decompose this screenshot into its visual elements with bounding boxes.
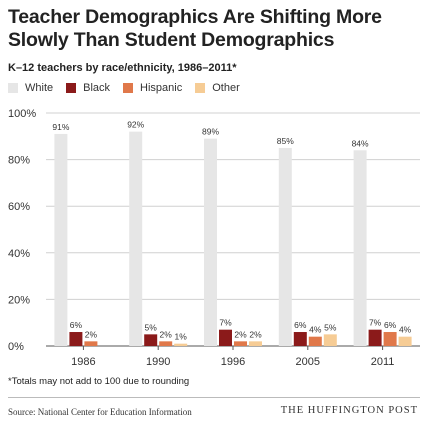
data-label: 5% xyxy=(324,322,337,332)
bar-black xyxy=(69,332,83,346)
bar-hispanic xyxy=(159,341,173,346)
bar-other xyxy=(323,334,337,346)
data-label: 92% xyxy=(127,120,144,130)
bar-white xyxy=(353,150,367,346)
bar-hispanic xyxy=(84,341,98,346)
bar-hispanic xyxy=(383,332,397,346)
x-tick-label: 2011 xyxy=(371,356,395,368)
y-tick-label: 80% xyxy=(8,155,30,167)
data-label: 7% xyxy=(369,318,382,328)
y-tick-label: 20% xyxy=(8,294,30,306)
data-label: 4% xyxy=(399,325,412,335)
footnote: *Totals may not add to 100 due to roundi… xyxy=(8,376,190,387)
bar-white xyxy=(129,131,143,346)
y-tick-label: 60% xyxy=(8,201,30,213)
data-label: 84% xyxy=(352,138,369,148)
y-tick-label: 100% xyxy=(8,108,36,120)
data-label: 91% xyxy=(52,122,69,132)
bar-white xyxy=(204,138,217,346)
legend-swatch-black xyxy=(66,83,77,93)
data-label: 6% xyxy=(294,320,307,330)
bar-other xyxy=(249,341,262,346)
x-tick-label: 1990 xyxy=(146,356,170,368)
legend-item-white: White xyxy=(8,82,53,94)
legend-label-hispanic: Hispanic xyxy=(140,82,183,94)
legend-label-white: White xyxy=(25,82,54,94)
data-label: 89% xyxy=(202,127,219,137)
x-tick-label: 2005 xyxy=(296,356,320,368)
legend-item-black: Black xyxy=(66,82,110,94)
data-label: 5% xyxy=(145,322,158,332)
data-label: 2% xyxy=(249,329,262,339)
x-tick-label: 1986 xyxy=(71,356,95,368)
data-label: 2% xyxy=(160,329,173,339)
bar-black xyxy=(368,329,382,346)
legend-item-hispanic: Hispanic xyxy=(123,82,182,94)
data-label: 1% xyxy=(175,332,188,342)
y-tick-label: 0% xyxy=(8,341,24,353)
legend-swatch-white xyxy=(8,83,18,93)
bar-hispanic xyxy=(308,336,322,346)
data-label: 2% xyxy=(85,329,98,339)
chart-subtitle: K–12 teachers by race/ethnicity, 1986–20… xyxy=(8,62,237,74)
bar-hispanic xyxy=(234,341,247,346)
data-label: 7% xyxy=(219,318,232,328)
bar-white xyxy=(278,147,292,346)
bar-other xyxy=(398,336,412,346)
data-label: 6% xyxy=(384,320,397,330)
chart-title: Teacher Demographics Are Shifting More S… xyxy=(8,6,382,51)
divider xyxy=(8,397,420,398)
bar-other xyxy=(174,343,188,346)
legend-item-other: Other xyxy=(195,82,240,94)
source-note: Source: National Center for Education In… xyxy=(8,407,192,417)
bar-black xyxy=(293,332,307,346)
data-label: 6% xyxy=(70,320,83,330)
legend-swatch-other xyxy=(195,83,206,93)
legend-swatch-hispanic xyxy=(123,83,134,93)
legend-label-other: Other xyxy=(212,82,240,94)
bar-black xyxy=(219,329,232,346)
bar-black xyxy=(144,334,158,346)
x-tick-label: 1996 xyxy=(221,356,245,368)
data-label: 2% xyxy=(234,329,247,339)
legend-label-black: Black xyxy=(83,82,111,94)
legend: White Black Hispanic Other xyxy=(8,82,253,94)
y-tick-label: 40% xyxy=(8,248,30,260)
publisher-logo: THE HUFFINGTON POST xyxy=(280,405,418,416)
data-label: 85% xyxy=(277,136,294,146)
bar-white xyxy=(54,133,68,346)
data-label: 4% xyxy=(309,325,322,335)
